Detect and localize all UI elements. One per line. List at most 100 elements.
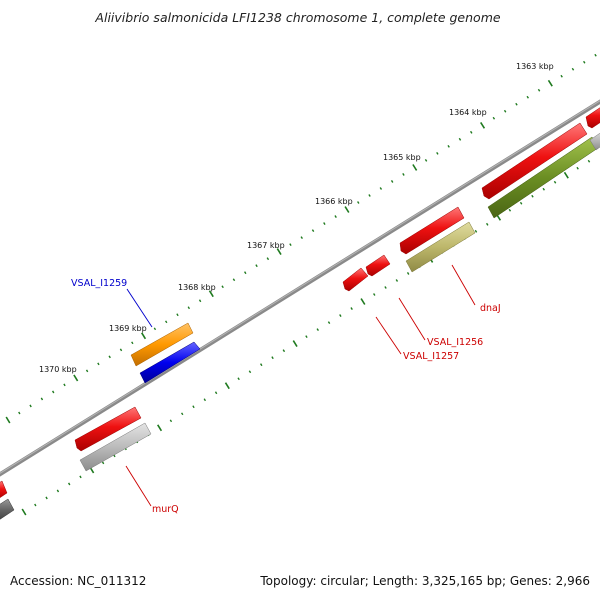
- outer-ruler-tick: [289, 243, 292, 246]
- inner-ruler-tick: [395, 279, 399, 282]
- tick-label-1364: 1364 kbp: [449, 108, 487, 117]
- outer-ruler-tick: [537, 88, 541, 92]
- outer-ruler-tick: [29, 404, 32, 408]
- inner-ruler-tick: [350, 307, 353, 310]
- leader-vsal-i1257: [375, 316, 402, 355]
- inner-ruler-tick: [531, 194, 534, 198]
- outer-ruler-tick: [402, 173, 405, 176]
- gene-vsal-i1259-orange[interactable]: [130, 322, 194, 367]
- inner-ruler-tick: [192, 405, 195, 409]
- gene-cds-red-right[interactable]: [481, 122, 588, 200]
- inner-ruler-tick: [67, 482, 71, 486]
- inner-ruler-tick: [406, 272, 410, 275]
- inner-ruler-tick: [360, 298, 366, 305]
- inner-ruler-tick: [587, 159, 591, 163]
- outer-tick-ruler: [5, 53, 597, 424]
- outer-ruler-tick: [436, 152, 439, 155]
- gene-cds-red-edge-left[interactable]: [0, 480, 8, 499]
- outer-ruler-tick: [187, 306, 191, 310]
- outer-ruler-tick: [334, 215, 337, 218]
- inner-ruler-tick: [316, 328, 319, 331]
- outer-ruler-tick: [153, 327, 157, 331]
- outer-ruler-tick: [503, 109, 507, 113]
- outer-ruler-tick: [458, 137, 462, 141]
- gene-cds-red-murq[interactable]: [74, 406, 142, 452]
- outer-ruler-tick: [176, 313, 179, 317]
- inner-ruler-tick: [79, 475, 82, 479]
- inner-ruler-tick: [553, 180, 557, 184]
- gene-dark-edge-left[interactable]: [0, 498, 15, 520]
- gene-gray-edge-right[interactable]: [589, 129, 600, 151]
- gene-label-vsal-i1259[interactable]: VSAL_I1259: [71, 278, 127, 289]
- outer-ruler-tick: [266, 257, 270, 261]
- outer-ruler-tick: [221, 285, 224, 289]
- outer-ruler-tick: [108, 355, 111, 359]
- inner-ruler-tick: [169, 419, 173, 423]
- map-title: Aliivibrio salmonicida LFI1238 chromosom…: [94, 10, 500, 25]
- gene-murq[interactable]: [79, 422, 152, 472]
- inner-ruler-tick: [224, 382, 230, 390]
- outer-ruler-tick: [571, 67, 575, 71]
- outer-ruler-tick: [119, 348, 123, 352]
- gene-label-dnaj[interactable]: dnaJ: [480, 303, 501, 314]
- inner-ruler-tick: [45, 496, 48, 500]
- inner-ruler-tick: [56, 489, 60, 493]
- outer-ruler-tick: [164, 320, 168, 324]
- inner-ruler-tick: [180, 412, 184, 416]
- inner-ruler-tick: [542, 187, 545, 191]
- inner-tick-ruler: [21, 159, 591, 516]
- outer-ruler-tick: [97, 362, 100, 366]
- outer-ruler-tick: [424, 159, 428, 162]
- inner-ruler-tick: [486, 222, 489, 226]
- outer-ruler-tick: [447, 145, 450, 148]
- tick-label-1366: 1366 kbp: [315, 197, 353, 206]
- tick-label-1363: 1363 kbp: [516, 62, 554, 71]
- inner-ruler-tick: [203, 398, 207, 402]
- inner-ruler-tick: [576, 166, 579, 170]
- outer-ruler-tick: [232, 278, 236, 282]
- gene-vsal-i1257[interactable]: [342, 267, 369, 292]
- gene-label-vsal-i1257[interactable]: VSAL_I1257: [403, 351, 459, 362]
- gene-label-murq[interactable]: murQ: [152, 504, 179, 515]
- inner-ruler-tick: [21, 508, 27, 516]
- inner-ruler-tick: [292, 340, 298, 348]
- tick-label-1367: 1367 kbp: [247, 241, 285, 250]
- outer-ruler-tick: [515, 102, 518, 106]
- outer-ruler-tick: [492, 116, 496, 120]
- outer-ruler-tick: [344, 206, 350, 213]
- tick-label-1365: 1365 kbp: [383, 153, 421, 162]
- outer-ruler-tick: [141, 332, 147, 340]
- inner-ruler-tick: [34, 503, 37, 507]
- outer-ruler-tick: [300, 236, 303, 239]
- inner-ruler-tick: [248, 370, 252, 374]
- gene-cds-red-dnaj[interactable]: [399, 206, 465, 255]
- inner-ruler-tick: [373, 293, 376, 296]
- inner-ruler-tick: [260, 363, 263, 367]
- gene-dnaj[interactable]: [405, 221, 476, 273]
- outer-ruler-tick: [379, 187, 383, 190]
- outer-ruler-tick: [198, 299, 202, 303]
- inner-ruler-tick: [101, 461, 105, 465]
- outer-ruler-tick: [73, 374, 79, 382]
- inner-ruler-tick: [305, 335, 308, 338]
- inner-ruler-tick: [157, 424, 163, 432]
- outer-ruler-tick: [470, 130, 473, 134]
- gene-vsal-i1256[interactable]: [365, 254, 391, 277]
- outer-ruler-tick: [323, 222, 326, 225]
- leader-dnaj: [451, 264, 476, 306]
- outer-ruler-tick: [244, 271, 247, 275]
- outer-ruler-tick: [276, 248, 282, 256]
- outer-ruler-tick: [526, 95, 529, 99]
- tick-label-1369: 1369 kbp: [109, 324, 147, 333]
- tick-label-1370: 1370 kbp: [39, 365, 77, 374]
- inner-ruler-tick: [519, 201, 523, 205]
- outer-ruler-tick: [85, 369, 89, 373]
- outer-ruler-tick: [63, 383, 66, 387]
- inner-ruler-tick: [282, 349, 286, 353]
- outer-ruler-tick: [412, 164, 418, 171]
- outer-ruler-tick: [18, 411, 21, 415]
- gene-label-vsal-i1256[interactable]: VSAL_I1256: [427, 337, 483, 348]
- gene-vsal-i1259-blue[interactable]: [139, 341, 201, 384]
- gene-cds-red-edge-right[interactable]: [585, 105, 600, 129]
